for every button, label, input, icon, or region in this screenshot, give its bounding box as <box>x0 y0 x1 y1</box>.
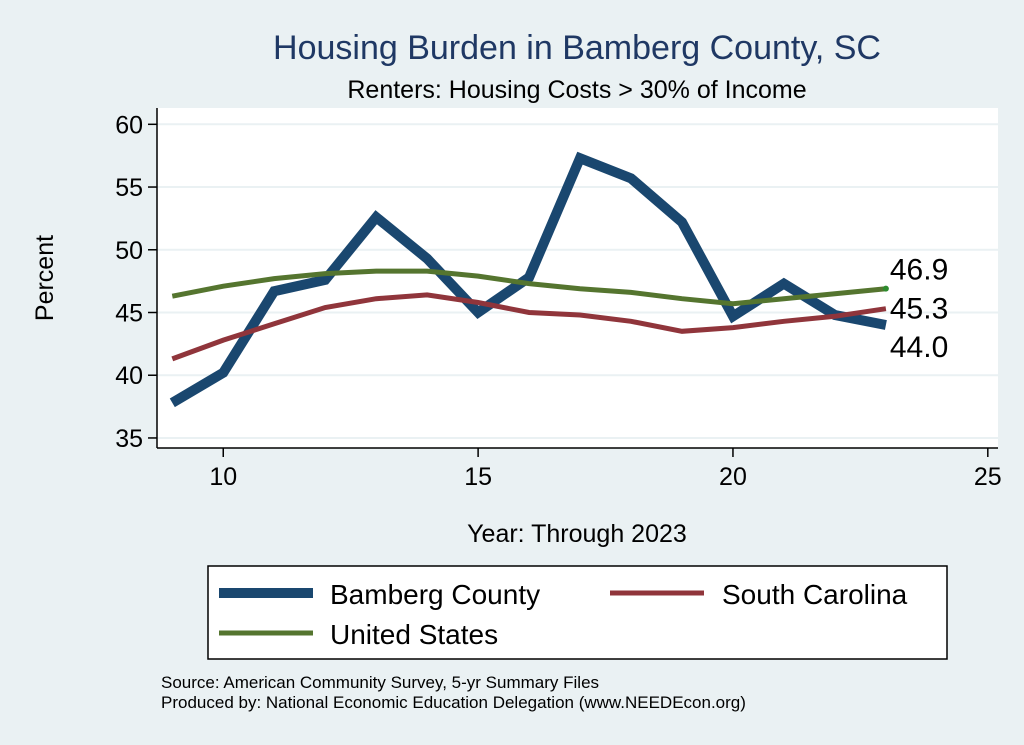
x-tick-label-25: 25 <box>974 463 1002 491</box>
legend-box <box>207 565 948 660</box>
source-note: Source: American Community Survey, 5-yr … <box>161 673 599 692</box>
end-label-united-states: 46.9 <box>890 254 948 287</box>
legend-label-bamberg-county: Bamberg County <box>330 579 540 610</box>
axes: 35 40 45 50 55 60 10 15 20 25 <box>115 108 1002 491</box>
x-tick-label-15: 15 <box>464 463 492 491</box>
legend: Bamberg County South Carolina United Sta… <box>207 565 948 660</box>
x-axis-label: Year: Through 2023 <box>467 520 687 548</box>
y-tick-label-55: 55 <box>115 174 143 202</box>
series-line-south-carolina <box>171 292 887 362</box>
y-tick-label-60: 60 <box>115 111 143 139</box>
y-tick-label-45: 45 <box>115 300 143 328</box>
end-marker-united-states <box>882 285 889 292</box>
end-labels: 46.9 45.3 44.0 <box>890 254 948 364</box>
chart-subtitle: Renters: Housing Costs > 30% of Income <box>347 76 806 104</box>
producer-note: Produced by: National Economic Education… <box>161 693 746 712</box>
series-line-bamberg-county <box>169 151 887 408</box>
end-label-south-carolina: 45.3 <box>890 293 948 326</box>
chart-title: Housing Burden in Bamberg County, SC <box>273 29 881 67</box>
series-line-united-states <box>171 268 887 307</box>
series-lines <box>169 151 889 408</box>
legend-label-united-states: United States <box>330 619 498 650</box>
x-tick-label-10: 10 <box>209 463 237 491</box>
end-label-bamberg-county: 44.0 <box>890 331 948 364</box>
y-tick-label-40: 40 <box>115 362 143 390</box>
x-tick-label-20: 20 <box>719 463 747 491</box>
y-axis-label: Percent <box>31 235 59 321</box>
legend-label-south-carolina: South Carolina <box>722 579 908 610</box>
y-tick-label-35: 35 <box>115 425 143 453</box>
y-tick-label-50: 50 <box>115 237 143 265</box>
